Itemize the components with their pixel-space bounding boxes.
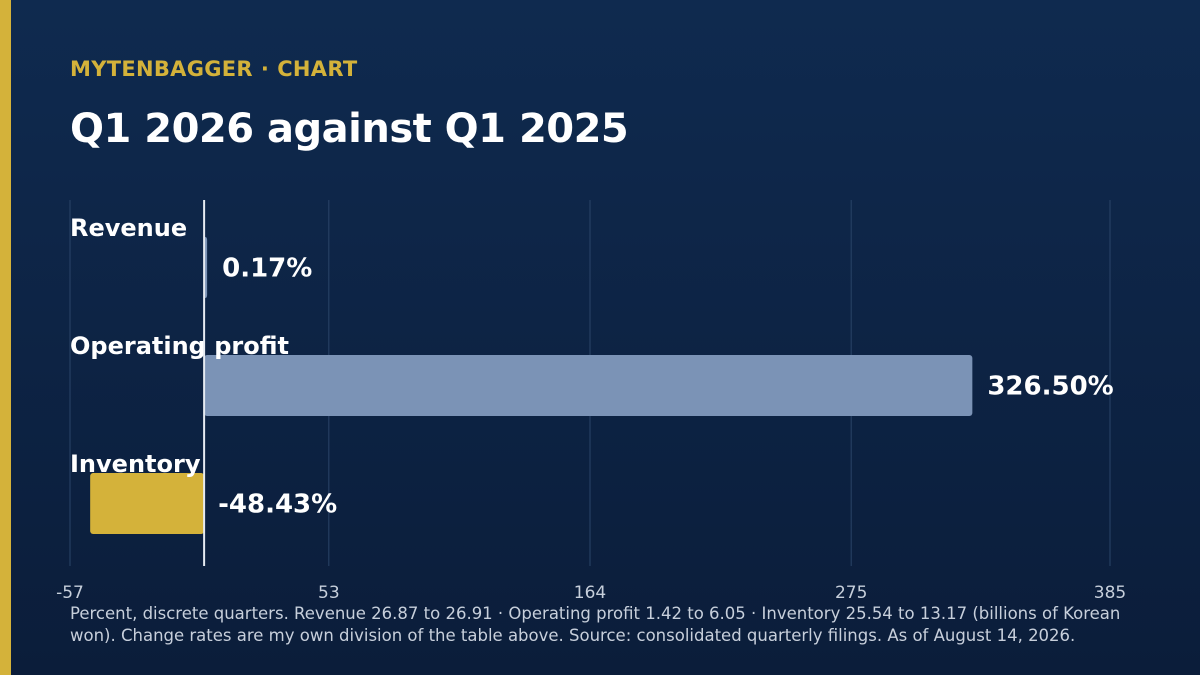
footnote: Percent, discrete quarters. Revenue 26.8…: [70, 604, 1121, 645]
brand-label: MYTENBAGGER: [70, 57, 253, 81]
accent-bar: [0, 0, 11, 675]
x-tick-label: 164: [574, 583, 606, 603]
kicker: MYTENBAGGER · CHART: [70, 57, 357, 81]
data-label: -48.43%: [218, 490, 337, 520]
x-tick-label: 385: [1094, 583, 1126, 603]
section-label: CHART: [277, 57, 358, 81]
data-label: 326.50%: [987, 372, 1113, 402]
chart-title: Q1 2026 against Q1 2025: [70, 106, 629, 152]
bar: [204, 355, 973, 416]
kicker-separator: ·: [260, 57, 270, 81]
category-label: Revenue: [70, 214, 187, 242]
category-label: Operating profit: [70, 332, 289, 360]
bar: [90, 473, 205, 534]
x-tick-label: -57: [56, 583, 84, 603]
data-label: 0.17%: [222, 254, 312, 284]
x-tick-label: 53: [318, 583, 340, 603]
x-tick-label: 275: [835, 583, 867, 603]
category-label: Inventory: [70, 450, 201, 478]
